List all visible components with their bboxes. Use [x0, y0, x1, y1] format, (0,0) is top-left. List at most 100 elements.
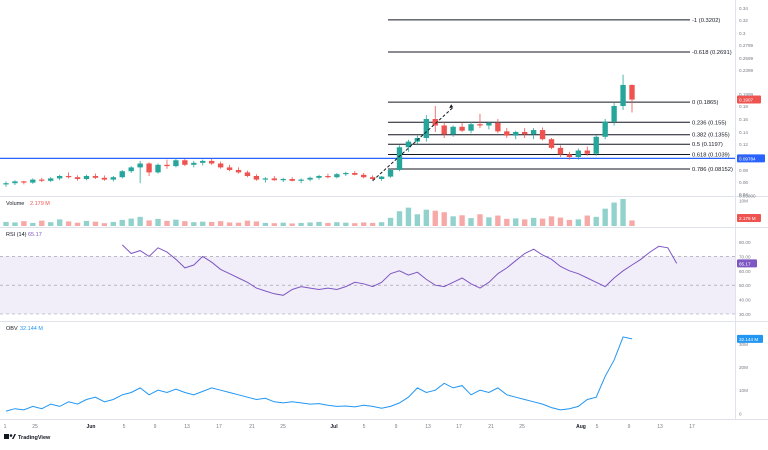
- candle-body: [620, 84, 626, 106]
- volume-bar: [164, 220, 170, 226]
- volume-bar: [137, 216, 143, 226]
- price-tick-label: 0.06: [739, 180, 748, 185]
- candle-body: [378, 176, 385, 179]
- rsi-badge-text: 65.17: [739, 261, 751, 266]
- volume-bar: [92, 221, 99, 226]
- time-tick-label: 5: [596, 424, 599, 430]
- candle-body: [566, 154, 573, 157]
- candle-body: [191, 162, 197, 165]
- volume-bar: [602, 208, 608, 226]
- time-tick-label: 17: [216, 424, 222, 430]
- candle-body: [253, 176, 260, 180]
- candle-body: [3, 183, 9, 185]
- time-tick-label: Jul: [330, 424, 338, 430]
- candle-body: [629, 84, 635, 100]
- candle-body: [387, 170, 394, 177]
- volume-bar: [557, 217, 564, 226]
- candle-body: [235, 170, 242, 173]
- time-tick-label: 17: [689, 424, 695, 430]
- candle-body: [611, 106, 617, 122]
- price-tick-label: 0.3: [739, 31, 746, 36]
- volume-bars[interactable]: [3, 199, 635, 226]
- time-tick-label: 13: [657, 424, 663, 430]
- volume-bar: [298, 222, 304, 226]
- price-tick-label: 0.14: [739, 130, 748, 135]
- volume-bar: [539, 218, 546, 226]
- volume-bar: [378, 222, 385, 226]
- candle-body: [396, 147, 403, 170]
- candle-body: [486, 122, 492, 126]
- time-tick-label: Jun: [87, 424, 96, 430]
- obv-legend-label: OBV: [6, 326, 18, 332]
- candle-body: [602, 121, 608, 137]
- volume-bar: [271, 223, 277, 226]
- rsi-tick-label: 80.00: [739, 240, 751, 245]
- volume-bar: [217, 221, 224, 226]
- candle-body: [495, 122, 501, 132]
- volume-bar: [119, 219, 125, 226]
- volume-bar: [530, 217, 537, 226]
- volume-bar: [361, 222, 367, 226]
- candle-body: [137, 163, 143, 168]
- volume-bar: [584, 215, 590, 226]
- candle-body: [530, 130, 537, 135]
- price-tick-label: 0.18: [739, 104, 748, 109]
- volume-bar: [611, 202, 617, 226]
- time-tick-label: 9: [395, 424, 398, 430]
- volume-bar: [48, 222, 54, 226]
- candle-body: [65, 176, 72, 178]
- candle-body: [164, 164, 170, 167]
- fib-level-label: 0.618 (0.1039): [692, 152, 730, 158]
- volume-legend-label: Volume: [6, 201, 24, 207]
- candle-body: [584, 150, 590, 154]
- candle-body: [39, 179, 45, 181]
- horizontal-support-line[interactable]: 0.09784: [0, 154, 765, 163]
- volume-bar: [3, 221, 9, 226]
- volume-bar: [12, 222, 18, 226]
- tradingview-branding[interactable]: TradingView: [4, 434, 51, 441]
- time-axis[interactable]: 1 25 Jun 5 9 13 17 21 25 Jul 5 9 13 17 21 25 Aug 5 9 13 17: [4, 424, 695, 430]
- volume-bar: [244, 220, 251, 226]
- volume-bar: [280, 222, 286, 226]
- rsi-legend: RSI (14) 65.17: [6, 232, 42, 238]
- candle-body: [593, 136, 599, 154]
- volume-bar: [414, 214, 421, 226]
- fib-level-label: -1 (0.3202): [692, 18, 720, 24]
- price-tick-label: 0.2599: [739, 56, 753, 61]
- price-tick-label: 0.08: [739, 168, 748, 173]
- candle-body: [575, 150, 582, 157]
- volume-bar: [495, 215, 501, 226]
- time-tick-label: Aug: [576, 424, 586, 430]
- candle-body: [343, 173, 349, 175]
- price-axis[interactable]: 0.340.320.30.27990.25990.23990.19990.180…: [739, 6, 756, 199]
- volume-bar: [513, 218, 519, 226]
- candles[interactable]: 0.1907: [3, 74, 761, 187]
- time-tick-label: 21: [488, 424, 494, 430]
- obv-series[interactable]: [5, 336, 633, 412]
- fib-retracement[interactable]: -1 (0.3202) -0.618 (0.2691) 0 (0.1865) 0.23…: [388, 18, 733, 173]
- trend-arrow[interactable]: [372, 104, 454, 182]
- volume-axis[interactable]: 10M 2.179 M: [737, 199, 761, 222]
- rsi-axis[interactable]: 80.00 70.00 60.00 50.00 40.00 30.00 65.17: [737, 240, 757, 317]
- candle-body: [12, 181, 18, 184]
- candle-body: [110, 177, 116, 180]
- volume-bar: [155, 218, 161, 226]
- obv-tick-label: 20M: [739, 365, 748, 370]
- volume-tick-label: 10M: [739, 199, 748, 204]
- price-tick-label: 0.16: [739, 117, 748, 122]
- last-price-badge: [737, 95, 761, 104]
- rsi-series[interactable]: [121, 244, 678, 296]
- volume-bar: [620, 199, 626, 226]
- candle-body: [56, 176, 63, 179]
- rsi-legend-label: RSI (14): [6, 232, 27, 238]
- price-tick-label: 0.03800: [739, 194, 756, 199]
- obv-axis[interactable]: 30M 20M 10M 0 32.144 M: [737, 334, 763, 416]
- time-tick-label: 1: [4, 424, 7, 430]
- volume-legend-value: 2.179 M: [30, 201, 50, 207]
- volume-bar: [307, 222, 313, 226]
- candle-body: [441, 125, 447, 135]
- volume-bar: [316, 221, 322, 226]
- volume-bar: [226, 222, 233, 226]
- volume-bar: [191, 222, 197, 226]
